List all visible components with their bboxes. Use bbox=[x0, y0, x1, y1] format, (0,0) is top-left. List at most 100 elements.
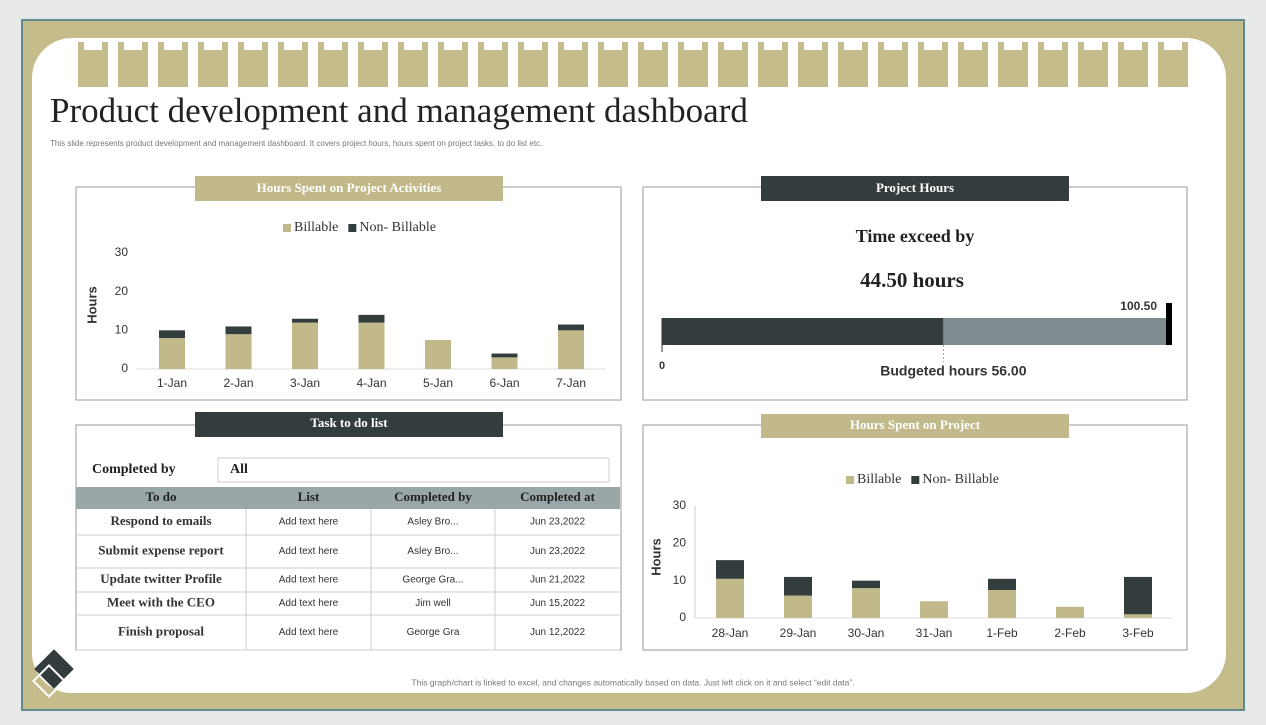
x-tick-label: 4-Jan bbox=[356, 376, 386, 390]
table-cell: Submit expense report bbox=[98, 542, 224, 557]
logo-outline bbox=[32, 664, 66, 698]
y-tick-label: 30 bbox=[115, 245, 129, 259]
budget-label: Budgeted hours 56.00 bbox=[880, 363, 1026, 379]
legend-swatch bbox=[283, 224, 291, 232]
min-label: 0 bbox=[659, 360, 665, 372]
tooth-notch bbox=[604, 42, 622, 50]
x-tick-label: 5-Jan bbox=[423, 376, 453, 390]
bar bbox=[988, 578, 1016, 590]
column-header: Completed by bbox=[394, 489, 472, 504]
tooth-notch bbox=[124, 42, 142, 50]
tooth-notch bbox=[524, 42, 542, 50]
bar bbox=[920, 601, 948, 618]
y-tick-label: 0 bbox=[121, 361, 128, 375]
bar bbox=[988, 590, 1016, 618]
table-cell: Add text here bbox=[279, 627, 339, 638]
bar bbox=[159, 338, 185, 369]
x-tick-label: 31-Jan bbox=[916, 626, 953, 640]
panel-title: Hours Spent on Project bbox=[850, 417, 981, 432]
tooth-notch bbox=[1164, 42, 1182, 50]
y-axis-label: Hours bbox=[84, 286, 99, 324]
tooth-notch bbox=[244, 42, 262, 50]
y-axis-label: Hours bbox=[648, 538, 663, 576]
table-cell: Jun 15,2022 bbox=[530, 598, 585, 609]
tooth-notch bbox=[324, 42, 342, 50]
tooth-notch bbox=[1004, 42, 1022, 50]
tooth-notch bbox=[364, 42, 382, 50]
footer: This graph/chart is linked to excel, and… bbox=[411, 677, 854, 687]
decoration bbox=[78, 42, 1188, 87]
bar bbox=[292, 322, 318, 369]
bar bbox=[225, 326, 252, 335]
y-tick-label: 20 bbox=[673, 536, 687, 550]
y-tick-label: 10 bbox=[115, 323, 129, 337]
table-cell: Jun 12,2022 bbox=[530, 627, 585, 638]
tooth-notch bbox=[204, 42, 222, 50]
panel-title: Hours Spent on Project Activities bbox=[257, 180, 442, 195]
table-cell: Asley Bro... bbox=[407, 546, 458, 557]
filter-value: All bbox=[230, 462, 248, 477]
legend-label: Billable bbox=[294, 220, 338, 235]
tooth-notch bbox=[484, 42, 502, 50]
panel bbox=[642, 186, 1188, 401]
table-cell: Add text here bbox=[279, 598, 339, 609]
bar bbox=[491, 353, 518, 358]
bar bbox=[852, 588, 880, 618]
panel bbox=[75, 186, 622, 401]
tooth-notch bbox=[444, 42, 462, 50]
y-tick-label: 10 bbox=[673, 573, 687, 587]
bar bbox=[716, 578, 744, 618]
bar bbox=[159, 330, 185, 339]
x-tick-label: 30-Jan bbox=[848, 626, 885, 640]
table-cell: George Gra bbox=[407, 627, 460, 638]
bar bbox=[558, 330, 584, 369]
banner bbox=[195, 176, 503, 201]
tooth-notch bbox=[404, 42, 422, 50]
tooth-notch bbox=[564, 42, 582, 50]
column-header: List bbox=[298, 489, 320, 504]
bar bbox=[225, 334, 252, 369]
x-tick-label: 7-Jan bbox=[556, 376, 586, 390]
table-cell: Update twitter Profile bbox=[100, 571, 222, 586]
x-tick-label: 3-Feb bbox=[1122, 626, 1154, 640]
bar bbox=[1124, 614, 1152, 618]
bar bbox=[358, 322, 385, 369]
x-tick-label: 2-Feb bbox=[1054, 626, 1086, 640]
y-tick-label: 0 bbox=[679, 610, 686, 624]
table-cell: Add text here bbox=[279, 517, 339, 528]
remaining-bar bbox=[943, 318, 1167, 345]
table-header bbox=[76, 487, 620, 509]
banner bbox=[195, 412, 503, 437]
table-cell: Finish proposal bbox=[118, 623, 204, 638]
bar bbox=[716, 560, 744, 579]
bar bbox=[491, 357, 518, 369]
tooth-notch bbox=[1044, 42, 1062, 50]
x-tick-label: 3-Jan bbox=[290, 376, 320, 390]
max-marker bbox=[1166, 303, 1172, 345]
tooth-notch bbox=[724, 42, 742, 50]
legend-swatch bbox=[846, 476, 854, 484]
legend-swatch bbox=[348, 224, 357, 232]
tooth-notch bbox=[924, 42, 942, 50]
x-tick-label: 2-Jan bbox=[223, 376, 253, 390]
x-tick-label: 6-Jan bbox=[489, 376, 519, 390]
x-tick-label: 1-Jan bbox=[157, 376, 187, 390]
filter-box[interactable] bbox=[217, 457, 610, 483]
table-cell: Jun 23,2022 bbox=[530, 546, 585, 557]
column-header: To do bbox=[146, 489, 177, 504]
legend-label: Billable bbox=[857, 472, 901, 487]
tooth-notch bbox=[764, 42, 782, 50]
tooth-notch bbox=[164, 42, 182, 50]
bar bbox=[784, 595, 812, 618]
tooth-notch bbox=[884, 42, 902, 50]
tooth-notch bbox=[964, 42, 982, 50]
banner bbox=[761, 414, 1069, 438]
subtitle: This slide represents product developmen… bbox=[50, 139, 542, 148]
y-tick-label: 20 bbox=[115, 284, 129, 298]
filter-label: Completed by bbox=[92, 462, 176, 477]
table-cell: Jun 23,2022 bbox=[530, 517, 585, 528]
tooth-notch bbox=[1124, 42, 1142, 50]
logo-diamond bbox=[34, 649, 74, 689]
bar bbox=[292, 318, 318, 323]
